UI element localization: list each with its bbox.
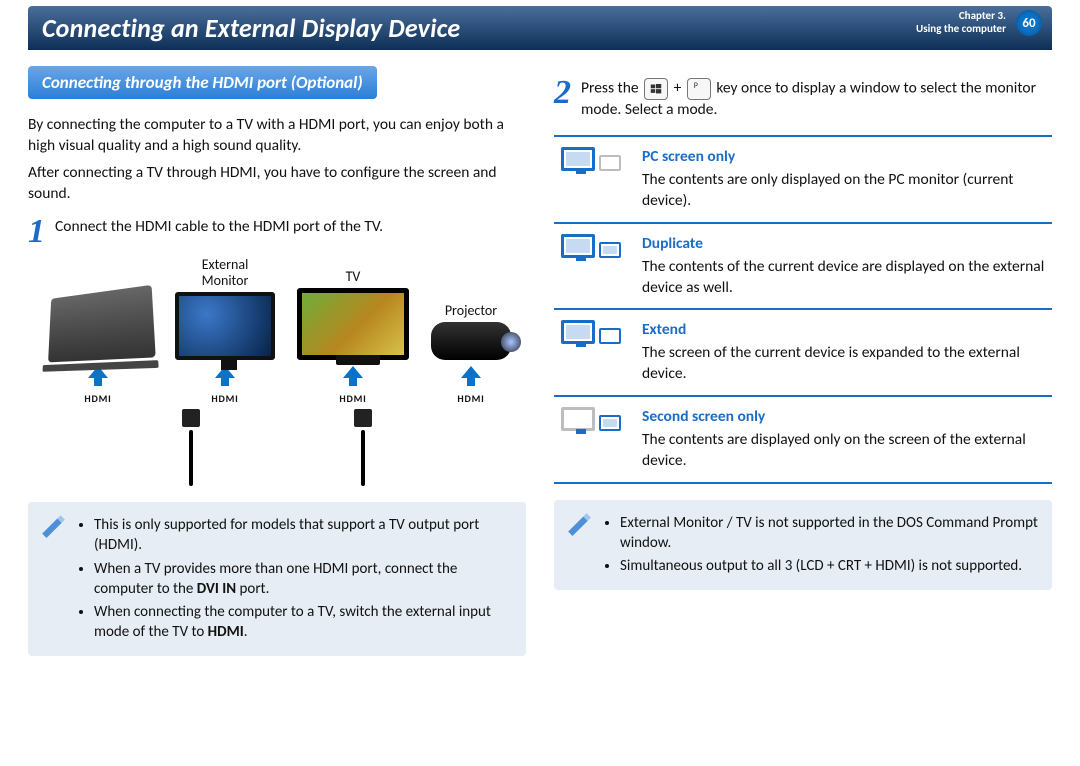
note-item: This is only supported for models that s…: [94, 515, 514, 556]
tv-icon: [297, 288, 409, 360]
note-list-left: This is only supported for models that s…: [76, 512, 514, 646]
diagram-external-monitor: External Monitor HDMI: [175, 257, 275, 405]
mode-title: Second screen only: [642, 407, 1052, 428]
hdmi-label: HDMI: [211, 392, 238, 405]
note-item: External Monitor / TV is not supported i…: [620, 513, 1040, 554]
section-heading: Connecting through the HDMI port (Option…: [28, 66, 377, 99]
hdmi-label: HDMI: [457, 392, 484, 405]
step-text: Connect the HDMI cable to the HDMI port …: [55, 217, 526, 238]
mode-title: PC screen only: [642, 147, 1052, 168]
step-1: 1 Connect the HDMI cable to the HDMI por…: [28, 217, 526, 248]
text-fragment: Press the: [581, 79, 642, 98]
note-item: When a TV provides more than one HDMI po…: [94, 559, 514, 600]
mode-text: ExtendThe screen of the current device i…: [642, 320, 1052, 385]
mode-text: Second screen onlyThe contents are displ…: [642, 407, 1052, 472]
hdmi-label: HDMI: [84, 392, 111, 405]
step-text: Press the + P key once to display a wind…: [581, 78, 1052, 121]
hdmi-cable: [182, 409, 200, 486]
mode-icon-duplicate: [554, 234, 628, 258]
diagram-tv: TV HDMI: [297, 269, 409, 405]
hdmi-cable: [354, 409, 372, 486]
intro-paragraph-2: After connecting a TV through HDMI, you …: [28, 163, 526, 205]
mode-desc: The contents of the current device are d…: [642, 257, 1052, 299]
right-column: 2 Press the + P key once to display a wi…: [554, 66, 1052, 656]
note-icon: [566, 510, 592, 580]
mode-text: PC screen onlyThe contents are only disp…: [642, 147, 1052, 212]
note-icon: [40, 512, 66, 646]
chapter-line1: Chapter 3.: [959, 9, 1006, 22]
page-header: Connecting an External Display Device Ch…: [28, 6, 1052, 50]
projector-icon: [431, 322, 511, 360]
text-fragment: +: [674, 79, 685, 98]
chapter-line2: Using the computer: [916, 23, 1006, 36]
intro-paragraph-1: By connecting the computer to a TV with …: [28, 115, 526, 157]
note-list-right: External Monitor / TV is not supported i…: [602, 510, 1040, 580]
display-modes-table: PC screen onlyThe contents are only disp…: [554, 135, 1052, 484]
page-title: Connecting an External Display Device: [42, 12, 460, 44]
mode-icon-extend: [554, 320, 628, 344]
windows-key-icon: [644, 78, 668, 100]
mode-desc: The contents are only displayed on the P…: [642, 170, 1052, 212]
arrow-up-icon: [341, 364, 365, 388]
hdmi-connection-diagram: HDMI External Monitor HDMI TV HDMI Proje…: [28, 257, 526, 405]
page-number-badge: 60: [1016, 10, 1042, 36]
arrow-up-icon: [459, 364, 483, 388]
header-right: Chapter 3. Using the computer 60: [916, 10, 1042, 36]
diagram-laptop: HDMI: [43, 268, 153, 405]
monitor-icon: [175, 292, 275, 360]
note-box-right: External Monitor / TV is not supported i…: [554, 500, 1052, 590]
step-number: 2: [554, 78, 571, 109]
mode-row: ExtendThe screen of the current device i…: [554, 310, 1052, 397]
step-number: 1: [28, 217, 45, 248]
step-2: 2 Press the + P key once to display a wi…: [554, 78, 1052, 121]
note-box-left: This is only supported for models that s…: [28, 502, 526, 656]
diagram-projector: Projector HDMI: [431, 303, 511, 405]
left-column: Connecting through the HDMI port (Option…: [28, 66, 526, 656]
mode-row: PC screen onlyThe contents are only disp…: [554, 137, 1052, 224]
mode-text: DuplicateThe contents of the current dev…: [642, 234, 1052, 299]
chapter-label: Chapter 3. Using the computer: [916, 10, 1006, 35]
hdmi-cables: [28, 409, 526, 486]
tv-label: TV: [346, 269, 361, 284]
projector-label: Projector: [445, 303, 497, 318]
p-key: P: [687, 78, 711, 100]
mode-icon-pc-only: [554, 147, 628, 171]
mode-row: Second screen onlyThe contents are displ…: [554, 397, 1052, 484]
mode-title: Duplicate: [642, 234, 1052, 255]
note-item: When connecting the computer to a TV, sw…: [94, 602, 514, 643]
mode-desc: The screen of the current device is expa…: [642, 343, 1052, 385]
two-column-body: Connecting through the HDMI port (Option…: [28, 66, 1052, 656]
mode-row: DuplicateThe contents of the current dev…: [554, 224, 1052, 311]
external-monitor-label: External Monitor: [202, 257, 249, 288]
mode-icon-second-only: [554, 407, 628, 431]
laptop-icon: [48, 285, 156, 362]
note-item: Simultaneous output to all 3 (LCD + CRT …: [620, 556, 1040, 576]
mode-title: Extend: [642, 320, 1052, 341]
hdmi-label: HDMI: [339, 392, 366, 405]
mode-desc: The contents are displayed only on the s…: [642, 430, 1052, 472]
document-page: Connecting an External Display Device Ch…: [0, 0, 1080, 766]
